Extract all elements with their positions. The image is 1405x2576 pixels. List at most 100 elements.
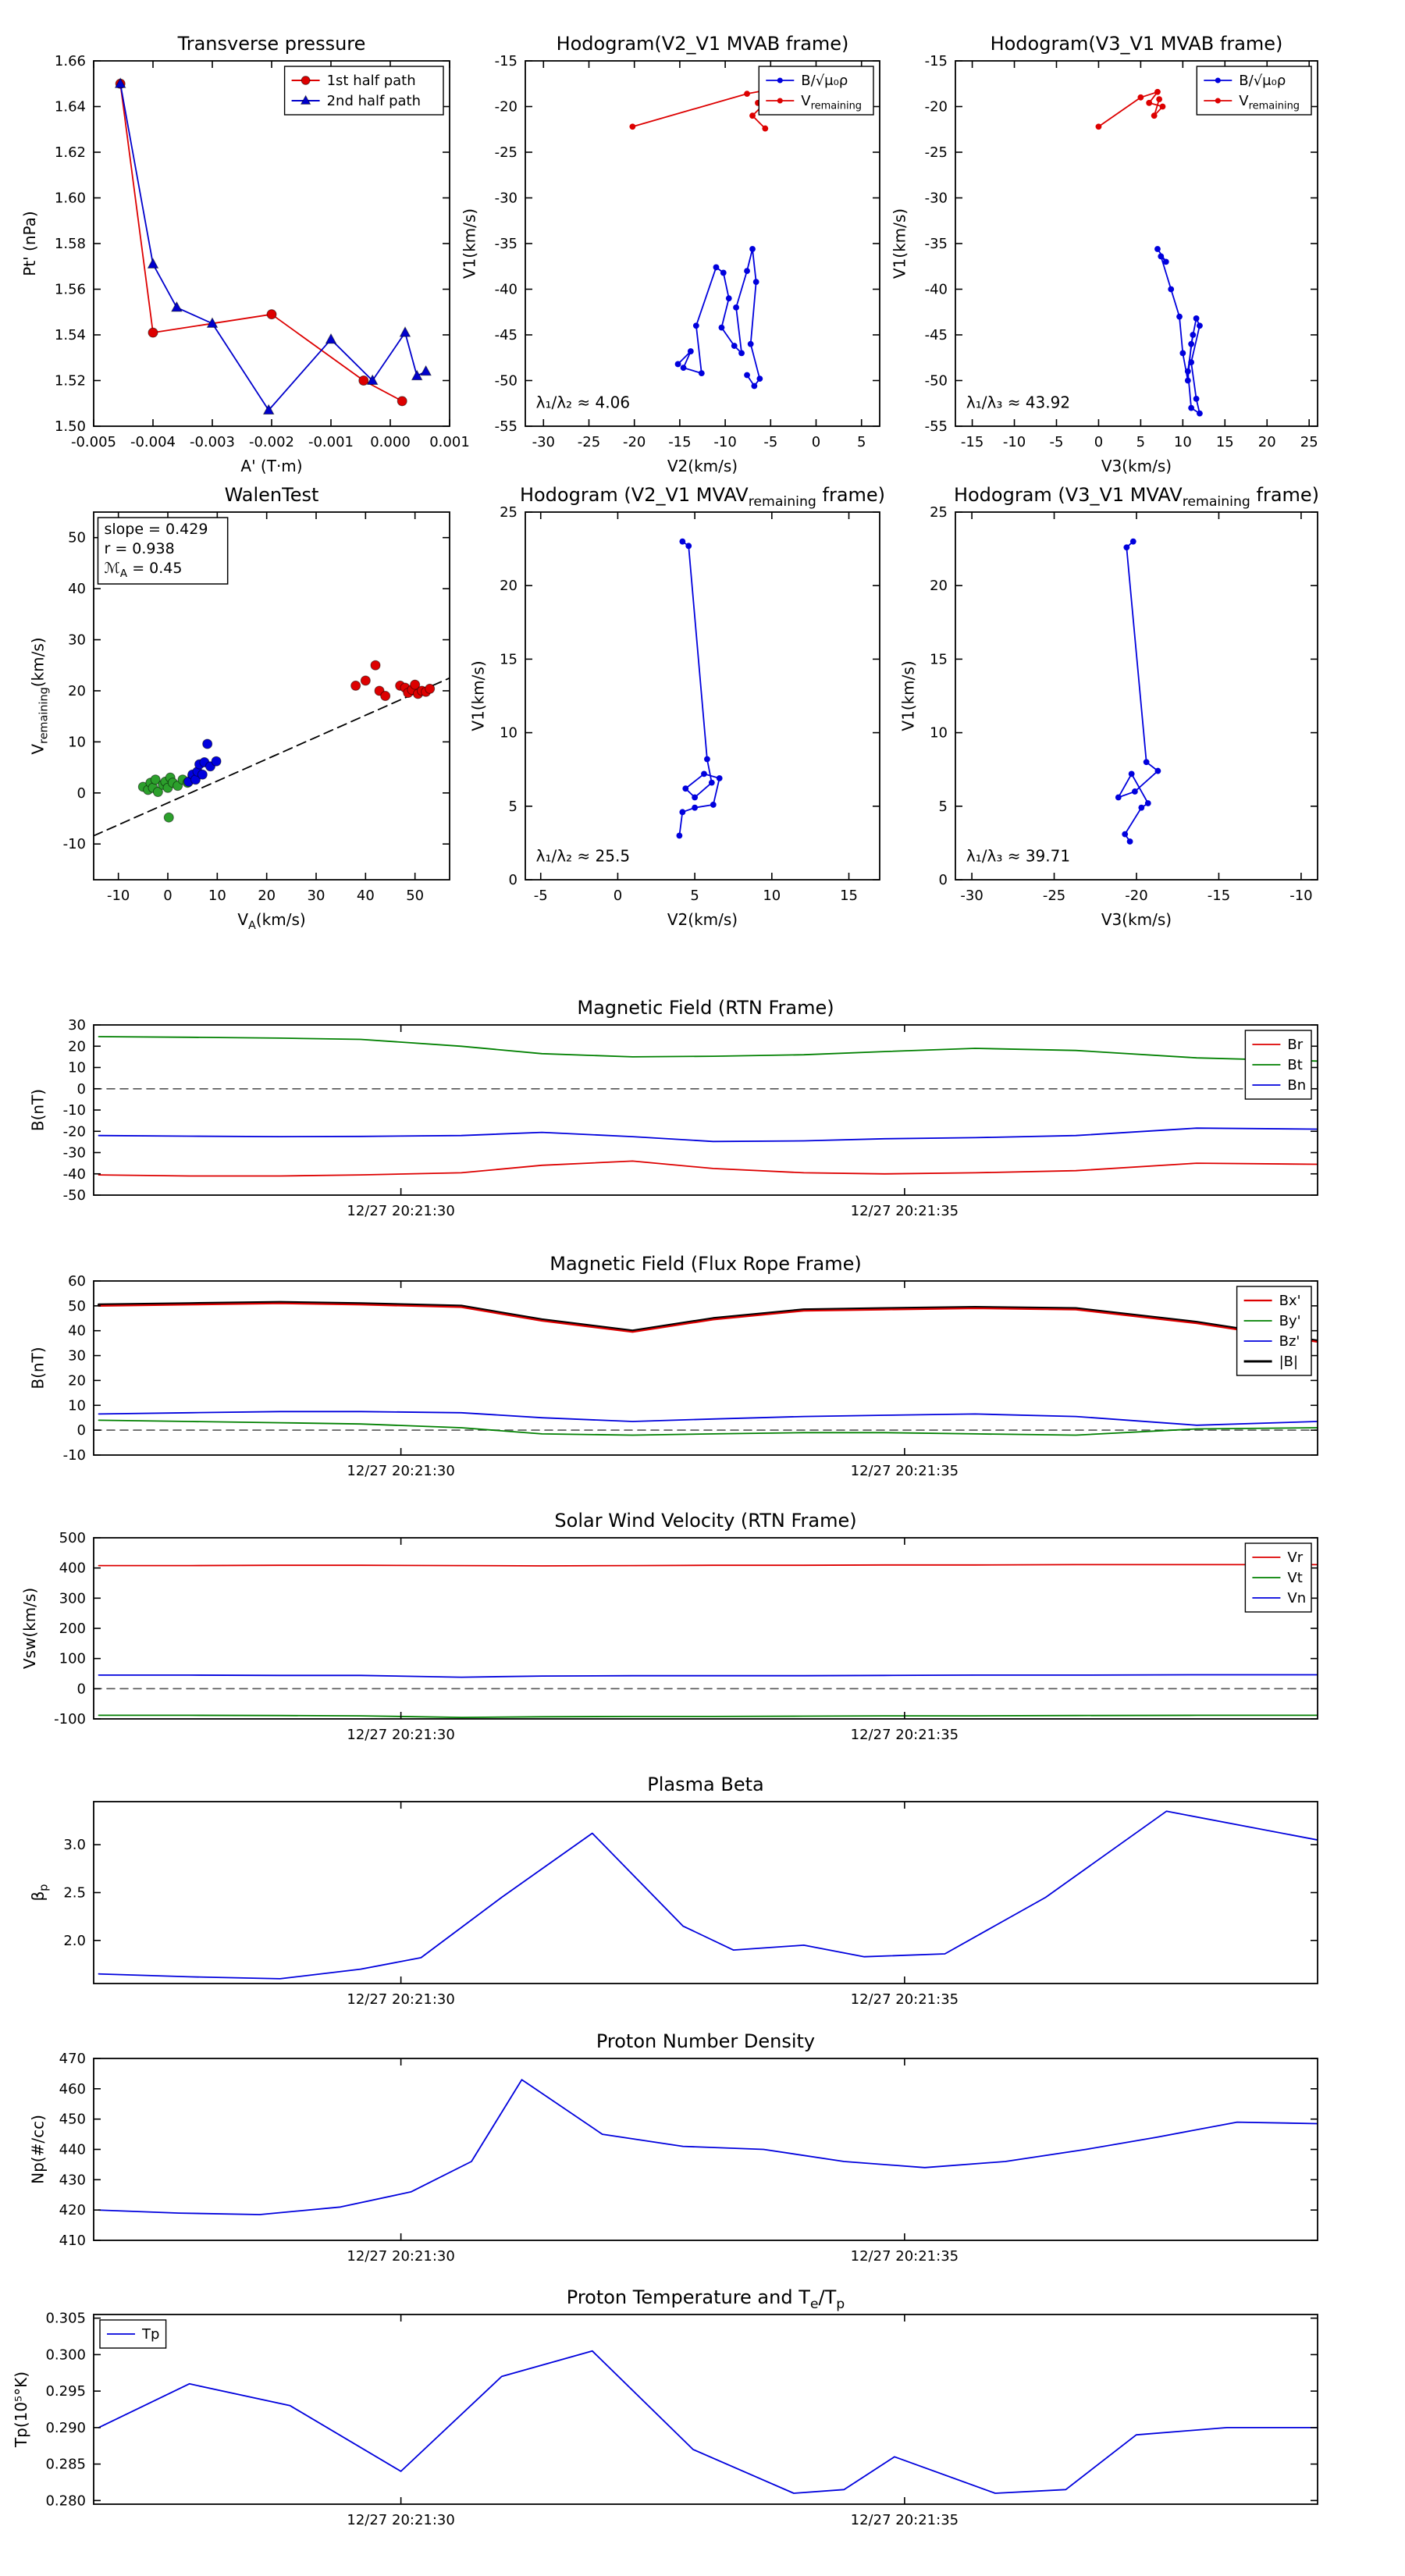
svg-text:15: 15 [840,888,858,904]
svg-text:30: 30 [68,632,86,649]
svg-text:12/27 20:21:35: 12/27 20:21:35 [851,1463,959,1479]
svg-text:5: 5 [1136,434,1145,450]
svg-text:1.50: 1.50 [55,418,86,435]
svg-text:-25: -25 [578,434,600,450]
svg-text:Hodogram(V3_V1 MVAB frame): Hodogram(V3_V1 MVAB frame) [991,33,1283,55]
svg-text:20: 20 [68,683,86,699]
svg-text:0: 0 [614,888,622,904]
svg-text:Magnetic Field (Flux Rope Fram: Magnetic Field (Flux Rope Frame) [550,1253,861,1275]
svg-text:Vremaining(km/s): Vremaining(km/s) [29,637,51,754]
svg-text:0: 0 [77,1081,86,1098]
svg-text:-0.001: -0.001 [308,434,354,450]
svg-text:410: 410 [59,2233,86,2249]
svg-text:V1(km/s): V1(km/s) [891,208,909,279]
svg-text:Solar Wind Velocity (RTN Frame: Solar Wind Velocity (RTN Frame) [554,1510,856,1532]
svg-text:A' (T·m): A' (T·m) [240,457,302,475]
svg-text:15: 15 [1216,434,1234,450]
svg-text:3.0: 3.0 [63,1837,86,1853]
svg-text:Plasma Beta: Plasma Beta [647,1774,763,1795]
svg-text:WalenTest: WalenTest [225,484,319,506]
svg-text:12/27 20:21:30: 12/27 20:21:30 [347,1463,454,1479]
svg-text:-25: -25 [495,144,518,161]
svg-text:10: 10 [68,1060,86,1076]
svg-text:-40: -40 [925,282,948,298]
svg-text:15: 15 [930,651,948,667]
svg-text:12/27 20:21:30: 12/27 20:21:30 [347,2512,454,2528]
svg-text:βp: βp [29,1884,51,1902]
svg-text:440: 440 [59,2142,86,2158]
svg-text:30: 30 [68,1017,86,1034]
svg-text:460: 460 [59,2081,86,2097]
svg-text:30: 30 [308,888,325,904]
svg-text:-15: -15 [668,434,691,450]
svg-text:Vn: Vn [1287,1590,1306,1606]
svg-text:Bz': Bz' [1279,1333,1300,1350]
svg-text:λ₁/λ₂ ≈ 4.06: λ₁/λ₂ ≈ 4.06 [536,393,630,412]
svg-text:420: 420 [59,2202,86,2218]
svg-text:12/27 20:21:35: 12/27 20:21:35 [851,2512,959,2528]
svg-text:30: 30 [68,1348,86,1364]
svg-text:Vremaining: Vremaining [801,93,862,112]
svg-text:0: 0 [509,872,518,888]
svg-text:0.000: 0.000 [370,434,411,450]
svg-text:2.5: 2.5 [63,1885,86,1902]
svg-text:-0.003: -0.003 [190,434,235,450]
svg-text:V1(km/s): V1(km/s) [468,660,487,731]
svg-text:1.58: 1.58 [55,236,86,252]
svg-text:0: 0 [163,888,172,904]
svg-text:60: 60 [68,1273,86,1290]
svg-text:10: 10 [68,734,86,750]
svg-text:450: 450 [59,2112,86,2128]
svg-text:-15: -15 [495,53,518,69]
svg-text:VA(km/s): VA(km/s) [237,910,305,932]
svg-text:-50: -50 [925,373,948,390]
svg-text:20: 20 [68,1038,86,1055]
svg-text:10: 10 [208,888,226,904]
svg-text:-20: -20 [623,434,646,450]
svg-text:λ₁/λ₂ ≈ 25.5: λ₁/λ₂ ≈ 25.5 [536,846,630,865]
svg-text:20: 20 [1258,434,1276,450]
svg-text:Tp(10⁵°K): Tp(10⁵°K) [12,2371,30,2448]
svg-text:0: 0 [77,785,86,802]
svg-text:-20: -20 [1125,888,1147,904]
svg-text:-0.005: -0.005 [71,434,116,450]
svg-text:Np(#/cc): Np(#/cc) [29,2115,48,2184]
svg-text:V1(km/s): V1(km/s) [898,660,917,731]
svg-text:Bx': Bx' [1279,1293,1301,1309]
svg-text:12/27 20:21:30: 12/27 20:21:30 [347,1991,454,2008]
svg-text:2nd half path: 2nd half path [327,93,421,109]
svg-text:Transverse pressure: Transverse pressure [177,33,366,55]
svg-text:-10: -10 [713,434,736,450]
svg-text:Vremaining: Vremaining [1239,93,1300,112]
svg-text:0.290: 0.290 [45,2420,86,2436]
svg-text:1.66: 1.66 [55,53,86,69]
svg-text:Hodogram (V3_V1 MVAVremaining: Hodogram (V3_V1 MVAVremaining frame) [954,484,1319,510]
svg-text:400: 400 [59,1560,86,1577]
svg-text:-15: -15 [961,434,984,450]
svg-text:Br: Br [1287,1037,1303,1053]
svg-text:-0.002: -0.002 [249,434,294,450]
svg-text:40: 40 [68,581,86,597]
svg-text:-15: -15 [1208,888,1230,904]
svg-text:0.280: 0.280 [45,2492,86,2509]
svg-text:25: 25 [500,504,518,521]
svg-text:ℳA = 0.45: ℳA = 0.45 [104,560,182,580]
svg-text:0.285: 0.285 [45,2457,86,2473]
svg-text:-40: -40 [63,1166,86,1183]
svg-text:2.0: 2.0 [63,1933,86,1949]
svg-text:5: 5 [857,434,866,450]
svg-text:1.62: 1.62 [55,144,86,161]
svg-text:B/√μ₀ρ: B/√μ₀ρ [1239,73,1286,89]
svg-text:12/27 20:21:35: 12/27 20:21:35 [851,1991,959,2008]
svg-text:-25: -25 [925,144,948,161]
svg-text:λ₁/λ₃ ≈ 43.92: λ₁/λ₃ ≈ 43.92 [966,393,1070,412]
